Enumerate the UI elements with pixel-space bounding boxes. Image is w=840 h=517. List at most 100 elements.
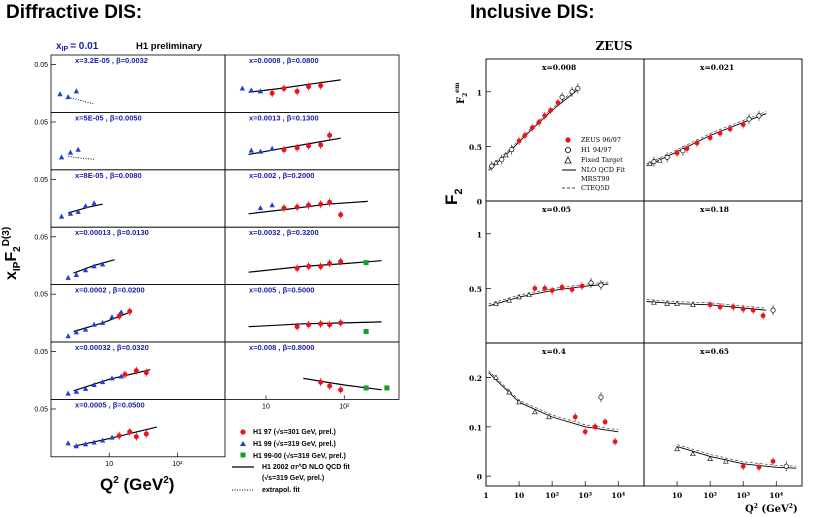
- h1-97-point: [294, 324, 300, 330]
- zeus-point: [717, 304, 723, 310]
- h1-point: [489, 163, 495, 169]
- diff-panel-12: 0.05 x=0.0005 , β=0.0500 10 10²: [34, 398, 226, 468]
- legend-nlo-fit-sub: (√s=319 GeV, prel.): [262, 474, 324, 482]
- diff-panel-4: 0.05 x=8E-05 , β=0.0080: [34, 169, 226, 228]
- x-tick-label: 10: [105, 461, 113, 468]
- qcd-fit-curve: [68, 203, 103, 214]
- fixed-target-point: [674, 445, 680, 452]
- zeus-x-tick-label: 1: [483, 491, 488, 500]
- h1-99-point: [57, 91, 63, 97]
- fixed-target-point: [546, 413, 552, 420]
- zeus-legend-zeus-marker: [565, 137, 571, 143]
- zeus-panel-label: x=0.021: [700, 63, 734, 72]
- h1-99-point: [67, 210, 74, 216]
- h1-point: [598, 394, 604, 400]
- h1-97-point: [318, 379, 324, 385]
- zeus-y-tick-label: 1: [477, 88, 482, 97]
- h1-97-point: [294, 204, 300, 210]
- zeus-x-tick-label: 10²: [545, 491, 559, 500]
- h1-99-point: [82, 267, 89, 273]
- zeus-y-tick-label: 0.5: [469, 143, 482, 152]
- fixed-target-point: [503, 151, 509, 158]
- diff-panel-8: 0.05 x=0.0002 , β=0.0200: [34, 284, 226, 343]
- h1-97-point: [294, 88, 300, 94]
- zeus-y-tick-label: 0.5: [469, 285, 482, 294]
- zeus-panel-2: x=0.05 0.5 1: [469, 200, 645, 344]
- h1-99-point: [91, 263, 97, 269]
- zeus-x-tick-label: 10³: [578, 491, 592, 500]
- zeus-point: [592, 424, 598, 430]
- h1-99-point: [91, 439, 97, 445]
- h1-99-point: [109, 375, 115, 381]
- zeus-panel-5: x=0.65 10 10² 10³ 10⁴: [643, 342, 803, 500]
- fixed-target-point: [516, 293, 522, 300]
- zeus-point: [555, 100, 561, 106]
- diff-panel-label: x=0.005 , β=0.5000: [249, 286, 314, 295]
- diff-panel-3: x=0.0013 , β=0.1300: [224, 112, 400, 171]
- x-axis-title: Q2 (GeV2): [100, 475, 174, 494]
- h1-97-point: [133, 434, 139, 440]
- zeus-x-tick-label: 10: [672, 491, 682, 500]
- zeus-panel-label: x=0.008: [542, 63, 576, 72]
- h1-99-point: [99, 261, 106, 267]
- h1-99-point: [91, 321, 97, 327]
- fixed-target-point: [532, 408, 538, 415]
- zeus-x-tick-label: 10: [514, 491, 524, 500]
- h1-99-point: [91, 200, 97, 206]
- h1-97-point: [116, 313, 122, 319]
- h1-99-point: [99, 379, 106, 385]
- h1-97-point: [338, 212, 344, 218]
- h1-97-point: [327, 132, 333, 138]
- zeus-legend-fixed-marker: [564, 156, 572, 164]
- qcd-fit-curve: [248, 79, 341, 93]
- zeus-point: [727, 126, 733, 132]
- zeus-legend-zeus-label: ZEUS 96/97: [581, 136, 621, 144]
- h1-99-point: [73, 88, 80, 94]
- zeus-panel-frame: [485, 200, 645, 344]
- h1-99-point: [248, 87, 254, 93]
- h1-point: [664, 154, 670, 160]
- diff-panel-frame: [224, 341, 400, 400]
- diff-panel-9: x=0.005 , β=0.5000: [224, 284, 400, 343]
- diff-panel-label: x=5E-05 , β=0.0050: [75, 113, 142, 122]
- fixed-target-point: [690, 450, 696, 457]
- h1-97-point: [318, 83, 324, 89]
- inclusive-heading: Inclusive DIS:: [470, 2, 595, 23]
- x-tick-label: 10²: [339, 403, 350, 410]
- zeus-x-tick-label: 10⁴: [611, 491, 625, 500]
- zeus-point: [674, 150, 680, 156]
- h1-9900-point: [384, 385, 390, 391]
- y-tick-label: 0.05: [34, 119, 48, 126]
- h1-97-point: [318, 201, 324, 207]
- zeus-legend-nlo-label: NLO QCD Fit: [581, 166, 626, 174]
- zeus-panel-3: x=0.18: [643, 200, 803, 344]
- h1-97-point: [127, 429, 133, 435]
- h1-97-point: [338, 320, 344, 326]
- h1-99-point: [73, 388, 80, 394]
- zeus-point: [559, 284, 565, 290]
- fixed-target-point: [690, 301, 696, 307]
- zeus-point: [770, 458, 776, 464]
- zeus-legend-mrst-label: MRST99: [581, 175, 610, 183]
- diffractive-chart: xIP = 0.01 H1 preliminary xIPF2D(3) 0.05 x…: [1, 41, 400, 494]
- zeus-panel-0: x=0.008 0 0.5 1: [469, 58, 645, 207]
- zeus-x-axis-title: Q2 (GeV2): [745, 503, 798, 515]
- zeus-point: [684, 146, 690, 151]
- h1-97-point: [294, 145, 300, 151]
- diff-panel-6: 0.05 x=0.00013 , β=0.0130: [34, 226, 226, 285]
- diff-panel-11: x=0.008 , β=0.8000 10 10²: [224, 341, 400, 410]
- zeus-panel-label: x=0.65: [700, 347, 729, 356]
- fixed-target-point: [493, 159, 499, 165]
- h1-9900-point: [363, 385, 369, 391]
- h1-97-point: [281, 205, 287, 211]
- legend-h1-97-marker: [240, 429, 246, 435]
- fixed-target-point: [506, 389, 512, 395]
- y-tick-label: 0.05: [34, 406, 48, 413]
- h1-97-point: [318, 142, 324, 148]
- zeus-panels: x=0.008 0 0.5 1 x=0.021 x=0.05 0.5 1 x=0.18 x=0.4…: [469, 58, 803, 500]
- zeus-x-tick-label: 10⁴: [769, 491, 783, 500]
- zeus-point: [572, 414, 578, 420]
- zeus-point: [579, 283, 585, 289]
- fixed-target-point: [493, 374, 499, 380]
- zeus-legend-h1-label: H1 94/97: [581, 146, 612, 154]
